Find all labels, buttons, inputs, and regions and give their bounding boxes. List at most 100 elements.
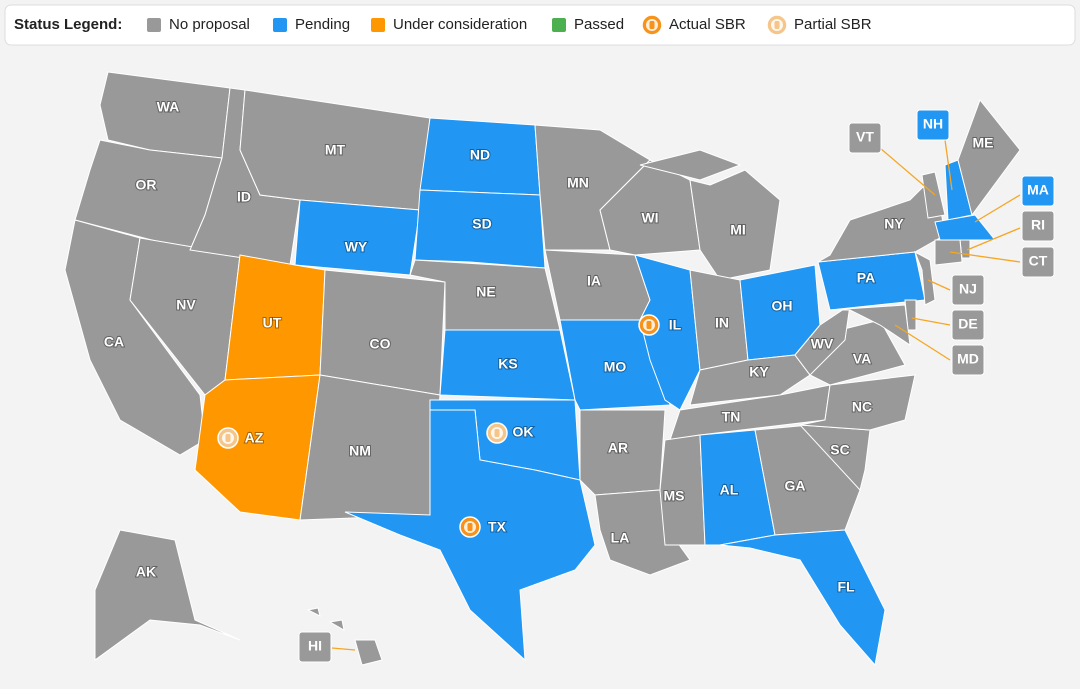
state-label: NJ <box>959 281 977 297</box>
callout-box <box>1021 210 1055 242</box>
legend-swatch <box>552 18 566 32</box>
state <box>306 607 321 617</box>
state-label: CO <box>370 336 391 352</box>
callout-box <box>1021 175 1055 207</box>
state <box>294 199 421 276</box>
sbr-icon-glyph <box>649 21 655 29</box>
state-label: UT <box>263 315 282 331</box>
legend-box <box>4 4 1076 46</box>
state-label: LA <box>611 530 630 546</box>
state-label: ME <box>973 135 994 151</box>
state <box>921 171 946 219</box>
state-label: NY <box>884 216 904 232</box>
state-label: NH <box>923 116 943 132</box>
legend-label: Under consideration <box>393 16 527 33</box>
callout-box <box>848 122 882 154</box>
legend-swatch <box>273 18 287 32</box>
callout-line <box>974 194 1021 223</box>
state-label: WV <box>811 336 834 352</box>
state-label: IA <box>587 273 601 289</box>
state-label: KY <box>749 364 769 380</box>
callout-box <box>951 344 985 376</box>
state-label: IL <box>669 317 682 333</box>
state-label: SD <box>472 216 491 232</box>
state-label: CT <box>1029 253 1048 269</box>
state-label: WY <box>345 239 368 255</box>
state <box>914 250 936 306</box>
state-label: TX <box>488 519 507 535</box>
state-label: MT <box>325 142 346 158</box>
state <box>799 374 916 431</box>
legend-title: Status Legend: <box>14 16 122 33</box>
legend-label: Partial SBR <box>794 16 872 33</box>
callout-box <box>1021 246 1055 278</box>
sbr-icon-glyph <box>646 321 652 329</box>
legend-label: Pending <box>295 16 350 33</box>
state-label: OR <box>136 177 157 193</box>
state-label: RI <box>1031 217 1045 233</box>
callout-line <box>894 324 951 361</box>
state <box>719 529 886 667</box>
state-label: VA <box>853 351 871 367</box>
state-label: NV <box>176 297 196 313</box>
state-label: FL <box>837 579 855 595</box>
sbr-icon-glyph <box>467 523 473 531</box>
callout-line <box>944 139 953 191</box>
state <box>934 239 963 266</box>
state-label: HI <box>308 638 322 654</box>
state <box>94 529 241 661</box>
state-label: AK <box>136 564 156 580</box>
state-label: OH <box>772 298 793 314</box>
state-label: MA <box>1027 182 1049 198</box>
state <box>934 214 997 241</box>
legend-label: Passed <box>574 16 624 33</box>
legend-swatch <box>147 18 161 32</box>
state <box>957 98 1021 217</box>
callout-line <box>911 317 951 326</box>
callout-line <box>331 647 356 651</box>
state-label: DE <box>958 316 977 332</box>
legend-swatch <box>371 18 385 32</box>
state-label: NE <box>476 284 495 300</box>
state-label: MO <box>604 359 627 375</box>
state-label: MD <box>957 351 979 367</box>
state <box>328 619 345 631</box>
state-label: PA <box>857 270 875 286</box>
state-label: GA <box>785 478 806 494</box>
state-label: NC <box>852 399 872 415</box>
callout-line <box>879 147 936 196</box>
state-label: SC <box>830 442 849 458</box>
callout-box <box>951 274 985 306</box>
legend-label: No proposal <box>169 16 250 33</box>
state-label: ID <box>237 189 251 205</box>
state <box>319 269 446 396</box>
state-label: MN <box>567 175 589 191</box>
state-label: WA <box>157 99 180 115</box>
legend-label: Actual SBR <box>669 16 746 33</box>
state-label: IN <box>715 315 729 331</box>
state <box>354 639 383 666</box>
state-label: AL <box>720 482 739 498</box>
callout-line <box>949 251 1021 263</box>
state <box>794 303 851 376</box>
sbr-icon-glyph <box>494 429 500 437</box>
state <box>659 434 706 546</box>
state-label: ND <box>470 147 490 163</box>
state <box>639 149 742 181</box>
callout-box <box>298 631 332 663</box>
sbr-icon-glyph <box>225 434 231 442</box>
state-label: MI <box>730 222 746 238</box>
state <box>414 189 546 269</box>
state-label: OK <box>513 424 534 440</box>
state-label: CA <box>104 334 124 350</box>
state-label: AR <box>608 440 628 456</box>
state <box>829 304 911 347</box>
sbr-icon-glyph <box>774 21 780 29</box>
state-label: MS <box>664 488 685 504</box>
callout-line <box>927 279 951 291</box>
callout-box <box>916 109 950 141</box>
state-label: KS <box>498 356 517 372</box>
state <box>689 169 781 281</box>
callout-box <box>951 309 985 341</box>
